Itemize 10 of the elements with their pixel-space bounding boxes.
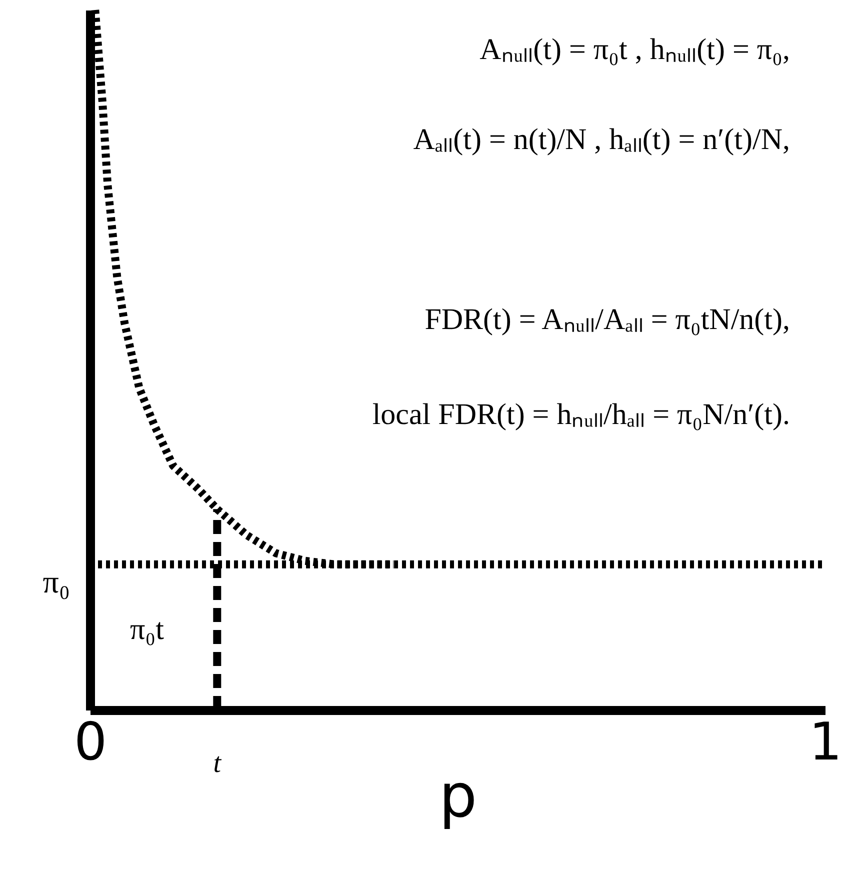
annotation: local FDR(t) = hₙᵤₗₗ/hₐₗₗ = π₀N/n′(t).	[372, 398, 790, 431]
ref-line-label: t	[213, 748, 222, 779]
ref-line-label: π₀	[42, 563, 70, 600]
annotation: π₀t	[130, 613, 165, 646]
x-tick-label: 1	[808, 712, 842, 772]
annotation: FDR(t) = Aₙᵤₗₗ/Aₐₗₗ = π₀tN/n(t),	[424, 303, 790, 336]
x-tick-label: 0	[74, 712, 108, 772]
x-axis-title: p	[438, 762, 478, 832]
annotation: Aₐₗₗ(t) = n(t)/N , hₐₗₗ(t) = n′(t)/N,	[413, 123, 790, 156]
annotation: Aₙᵤₗₗ(t) = π₀t , hₙᵤₗₗ(t) = π₀,	[480, 33, 790, 66]
